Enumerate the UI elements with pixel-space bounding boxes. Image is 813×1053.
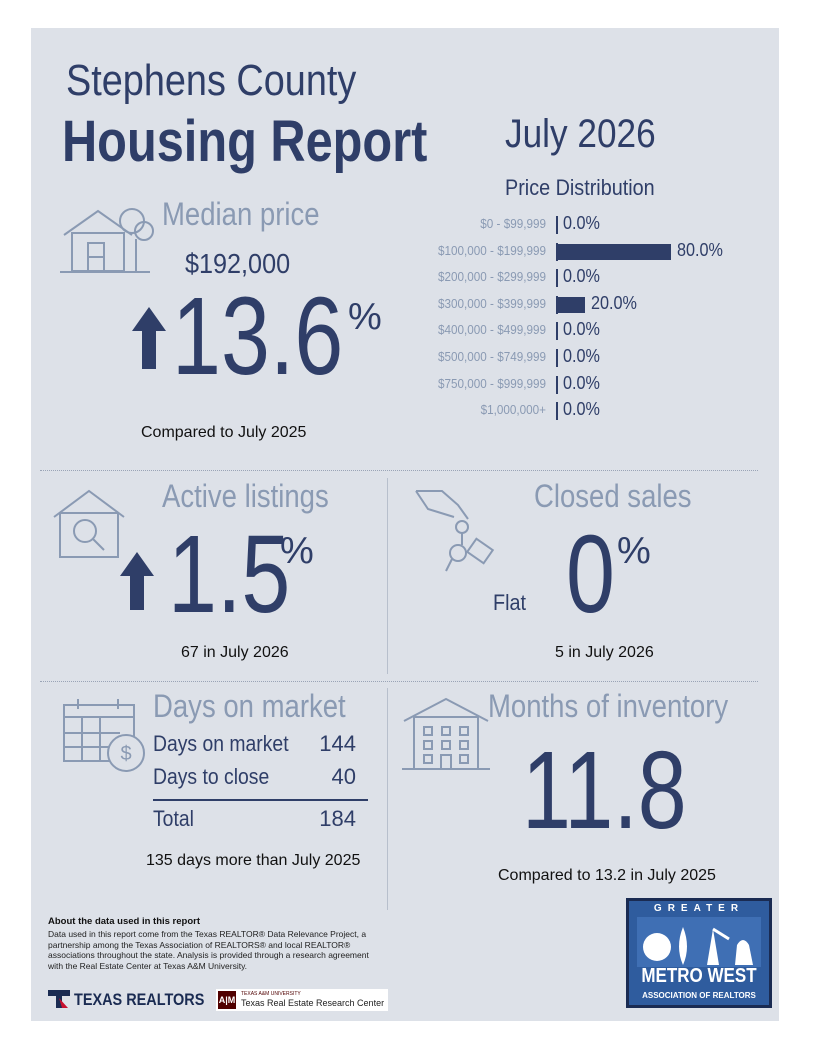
active-caption: 67 in July 2026 bbox=[181, 644, 289, 661]
distribution-axis-tick bbox=[556, 242, 558, 261]
research-center-logo: A|M TEXAS A&M UNIVERSITY Texas Real Esta… bbox=[216, 989, 388, 1011]
inventory-caption: Compared to 13.2 in July 2025 bbox=[498, 867, 716, 884]
closed-change: 0 bbox=[566, 513, 615, 636]
closed-title: Closed sales bbox=[534, 478, 692, 514]
apartment-building-icon bbox=[402, 697, 490, 770]
atm-logo-icon: A|M bbox=[218, 991, 236, 1009]
about-text: Data used in this report come from the T… bbox=[48, 929, 369, 971]
dom-row-label: Days on market bbox=[153, 731, 289, 756]
active-change: 1.5 bbox=[168, 513, 291, 636]
inventory-title: Months of inventory bbox=[488, 688, 729, 724]
dom-total-value: 184 bbox=[319, 806, 356, 831]
distribution-axis-tick bbox=[556, 349, 558, 367]
divider-vertical-upper bbox=[387, 478, 388, 674]
dom-total-rule bbox=[153, 799, 368, 801]
distribution-category-label: $200,000 - $299,999 bbox=[438, 269, 546, 285]
median-value: $192,000 bbox=[185, 248, 291, 279]
distribution-value-label: 80.0% bbox=[676, 239, 723, 260]
distribution-value-label: 0.0% bbox=[563, 372, 600, 393]
arrow-up-icon bbox=[120, 552, 154, 610]
dom-total-label: Total bbox=[153, 806, 194, 831]
active-title: Active listings bbox=[162, 478, 329, 514]
distribution-axis-tick bbox=[556, 322, 558, 341]
median-comparison: Compared to July 2025 bbox=[141, 424, 307, 441]
report-month: July 2026 bbox=[505, 112, 656, 156]
inventory-value: 11.8 bbox=[522, 729, 687, 852]
tamu-center-text: Texas Real Estate Research Center bbox=[241, 998, 385, 1008]
badge-silhouettes-icon bbox=[637, 917, 761, 967]
distribution-value-label: 0.0% bbox=[563, 399, 600, 420]
median-percent-sign: % bbox=[348, 296, 382, 338]
house-tree-icon bbox=[60, 208, 154, 273]
distribution-axis-tick bbox=[556, 402, 558, 421]
distribution-bar bbox=[557, 243, 671, 260]
report-panel bbox=[31, 28, 779, 1021]
report-title: Housing Report bbox=[62, 109, 428, 174]
distribution-value-label: 20.0% bbox=[591, 292, 638, 313]
county-title: Stephens County bbox=[66, 56, 357, 105]
distribution-category-label: $0 - $99,999 bbox=[480, 216, 546, 231]
dom-row-label: Days to close bbox=[153, 764, 270, 789]
divider-vertical-lower bbox=[387, 688, 388, 910]
about-title: About the data used in this report bbox=[48, 916, 201, 927]
dom-row-value: 144 bbox=[319, 731, 356, 756]
distribution-title: Price Distribution bbox=[505, 175, 655, 200]
badge-main: METRO WEST bbox=[641, 965, 757, 987]
distribution-category-label: $750,000 - $999,999 bbox=[438, 375, 546, 391]
divider-middle bbox=[40, 681, 758, 682]
median-title: Median price bbox=[162, 196, 320, 232]
closed-flat-label: Flat bbox=[493, 590, 527, 615]
distribution-value-label: 0.0% bbox=[563, 319, 600, 340]
texas-realtors-logo: TEXAS REALTORS bbox=[74, 990, 205, 1009]
closed-caption: 5 in July 2026 bbox=[555, 644, 654, 661]
hand-keys-icon bbox=[415, 490, 495, 572]
dom-caption: 135 days more than July 2025 bbox=[146, 852, 361, 869]
distribution-category-label: $400,000 - $499,999 bbox=[438, 322, 546, 338]
distribution-axis-tick bbox=[556, 375, 558, 394]
tamu-small-text: TEXAS A&M UNIVERSITY bbox=[241, 991, 301, 997]
distribution-axis-tick bbox=[556, 295, 558, 314]
distribution-value-label: 0.0% bbox=[563, 346, 600, 366]
distribution-category-label: $500,000 - $749,999 bbox=[438, 349, 546, 364]
badge-sub: ASSOCIATION OF REALTORS bbox=[642, 991, 756, 1000]
arrow-up-icon bbox=[132, 307, 166, 369]
calendar-dollar-icon: $ bbox=[63, 699, 145, 772]
texas-realtors-logo-icon bbox=[48, 990, 70, 1008]
distribution-value-label: 0.0% bbox=[563, 266, 600, 287]
distribution-category-label: $100,000 - $199,999 bbox=[438, 242, 546, 258]
divider-top bbox=[40, 470, 758, 471]
active-percent-sign: % bbox=[280, 530, 314, 572]
median-change: 13.6 bbox=[172, 275, 344, 398]
distribution-value-label: 0.0% bbox=[563, 213, 600, 233]
svg-text:$: $ bbox=[120, 743, 131, 765]
house-search-icon bbox=[53, 489, 125, 558]
metro-west-badge: GREATER METRO WEST ASSOCIATION OF REALTO… bbox=[626, 898, 772, 1008]
distribution-category-label: $300,000 - $399,999 bbox=[438, 295, 546, 311]
distribution-axis-tick bbox=[556, 216, 558, 234]
closed-percent-sign: % bbox=[617, 530, 651, 572]
dom-title: Days on market bbox=[153, 688, 346, 724]
distribution-bar bbox=[557, 296, 586, 313]
dom-row-value: 40 bbox=[331, 764, 356, 789]
badge-greater: GREATER bbox=[653, 903, 745, 914]
distribution-axis-tick bbox=[556, 269, 558, 288]
distribution-category-label: $1,000,000+ bbox=[480, 402, 546, 418]
